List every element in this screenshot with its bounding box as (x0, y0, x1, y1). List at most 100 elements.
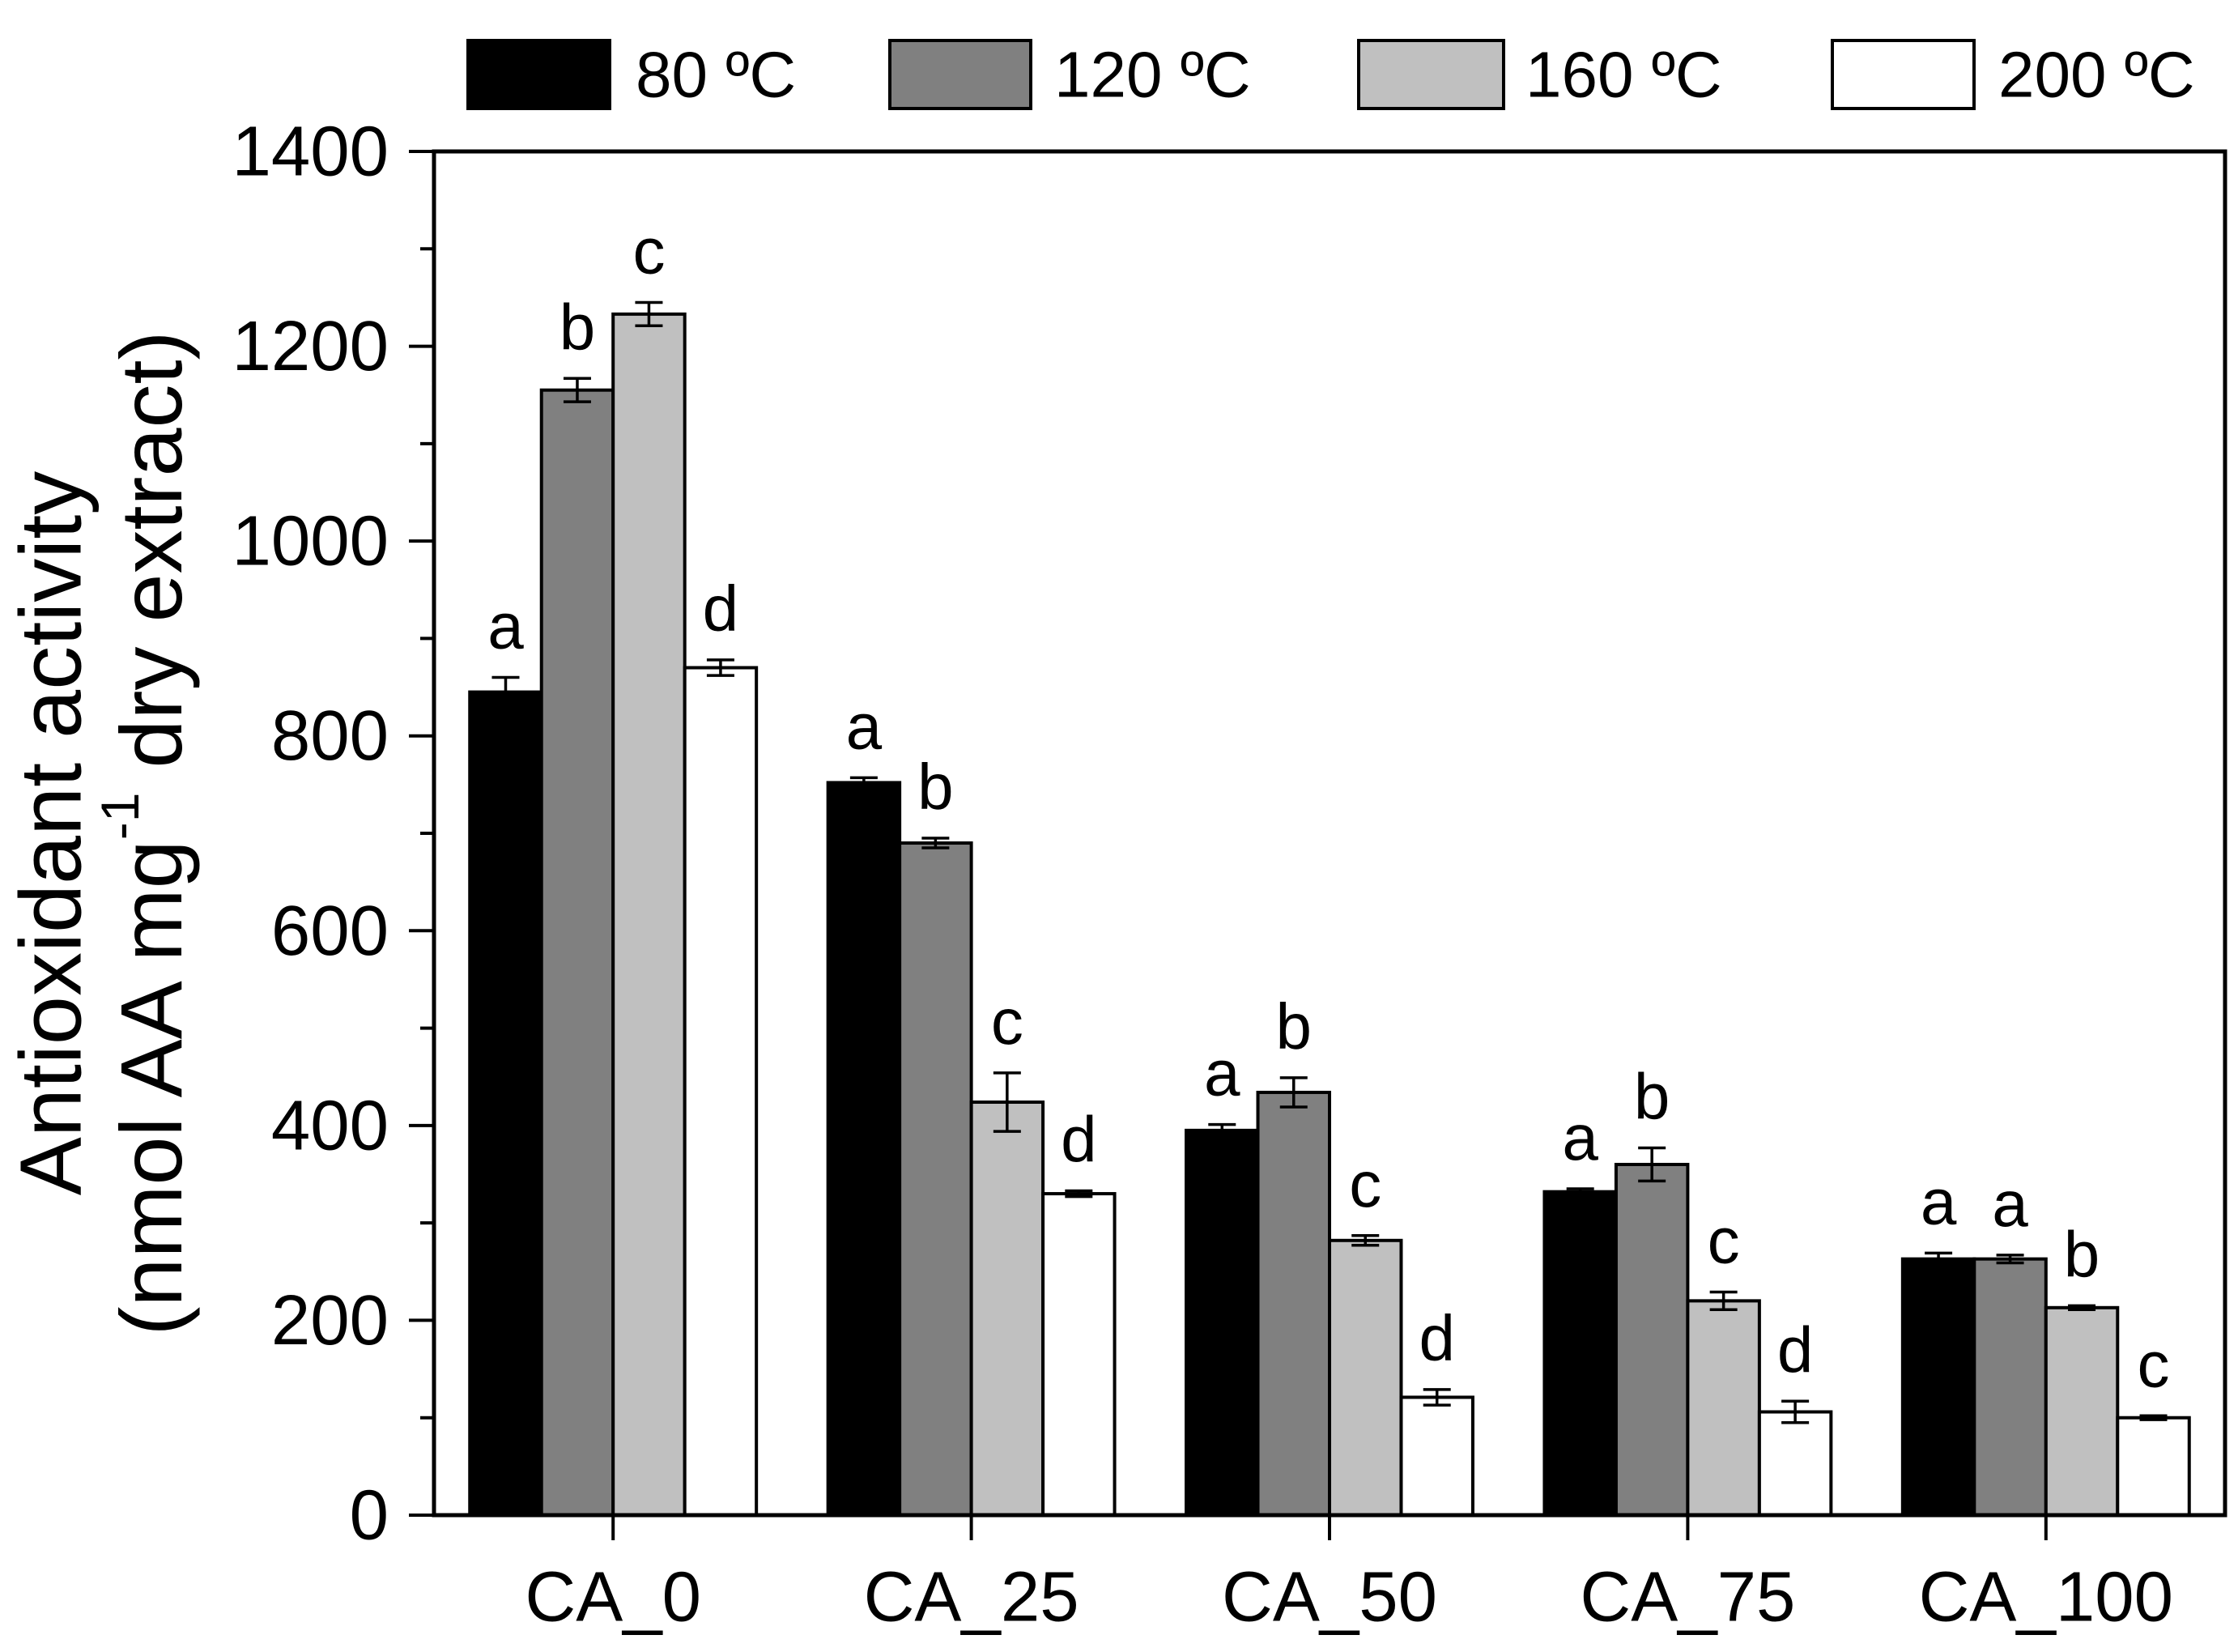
plot-axes: 0 200 400 600 800 1000 1200 1400 CA_0 CA_25 CA_50 C… (232, 113, 2227, 1637)
y-axis-title-line-1: Antioxidant activity (2, 471, 100, 1195)
bar-ca-75-200-c (1757, 1410, 1833, 1518)
significance-letter-ca-0-120-c: b (560, 291, 596, 363)
significance-letter-ca-25-200-c: d (1061, 1103, 1097, 1175)
error-bar-ca-25-200-c (1065, 1189, 1093, 1199)
error-bar-ca-0-120-c (563, 377, 591, 403)
x-tick-label-ca-75: CA_75 (1580, 1558, 1795, 1637)
error-bar-ca-25-80-c (849, 776, 878, 790)
x-tick-label-ca-0: CA_0 (525, 1558, 701, 1637)
significance-letter-ca-75-200-c: d (1777, 1314, 1814, 1386)
legend-swatch-120-c (888, 39, 1032, 110)
error-bar-ca-50-200-c (1423, 1388, 1451, 1407)
error-bar-ca-0-160-c (635, 300, 663, 328)
significance-letter-ca-75-80-c: a (1562, 1101, 1598, 1173)
y-axis-title-unit-superscript: -1 (90, 793, 150, 841)
significance-letter-ca-100-80-c: a (1921, 1165, 1957, 1237)
bar-ca-100-160-c (2044, 1305, 2120, 1517)
significance-letter-ca-25-160-c: c (991, 986, 1023, 1058)
error-bar-ca-25-160-c (993, 1071, 1021, 1133)
legend-label-160-c: 160 ºC (1525, 39, 1722, 111)
y-tick-label: 1200 (232, 307, 389, 385)
significance-letter-ca-25-80-c: a (846, 690, 883, 762)
significance-letter-ca-75-160-c: c (1708, 1205, 1740, 1277)
bar-ca-75-120-c (1614, 1162, 1690, 1517)
error-bar-ca-100-160-c (2068, 1304, 2096, 1311)
significance-letter-ca-75-120-c: b (1634, 1061, 1670, 1133)
y-tick-label: 400 (271, 1086, 389, 1164)
bar-group-ca-50: ab c d (1185, 990, 1474, 1518)
bar-ca-100-200-c (2116, 1416, 2191, 1517)
y-tick-label: 1000 (232, 502, 389, 581)
bar-ca-75-80-c (1542, 1190, 1618, 1518)
error-bar-ca-100-80-c (1925, 1251, 1953, 1267)
error-bar-ca-25-120-c (921, 837, 950, 849)
error-bar-ca-100-120-c (1996, 1254, 2024, 1265)
bar-ca-0-160-c (611, 312, 687, 1517)
error-bar-ca-75-80-c (1566, 1187, 1594, 1197)
y-tick-label: 0 (350, 1476, 389, 1555)
error-bar-ca-75-120-c (1638, 1146, 1666, 1183)
legend-label-80-c: 80 ºC (636, 39, 796, 111)
bar-ca-100-120-c (1972, 1257, 2048, 1517)
significance-letter-ca-50-160-c: c (1349, 1148, 1381, 1220)
x-tick-label-ca-50: CA_50 (1222, 1558, 1437, 1637)
y-axis-title-unit-prefix: (nmol AA mg (102, 840, 200, 1335)
significance-letter-ca-100-120-c: a (1992, 1168, 2028, 1240)
bar-ca-25-80-c (826, 781, 902, 1517)
significance-letter-ca-0-80-c: a (487, 590, 524, 662)
error-bar-ca-0-80-c (491, 675, 520, 709)
y-tick-label: 200 (271, 1281, 389, 1360)
legend-swatch-160-c (1357, 39, 1505, 110)
bar-ca-0-120-c (539, 388, 615, 1518)
bar-ca-25-120-c (898, 841, 973, 1517)
bar-group-ca-25: ab cd (826, 690, 1117, 1517)
x-tick-label-ca-100: CA_100 (1919, 1558, 2173, 1637)
bar-ca-50-80-c (1185, 1128, 1260, 1518)
error-bar-ca-75-160-c (1709, 1290, 1738, 1311)
legend-entry-160-c: 160 ºC (1357, 39, 1722, 111)
error-bar-ca-0-200-c (706, 658, 734, 677)
legend-entry-120-c: 120 ºC (888, 39, 1251, 111)
legend-entry-200-c: 200 ºC (1831, 39, 2195, 111)
significance-letter-ca-25-120-c: b (917, 751, 954, 823)
legend-label-120-c: 120 ºC (1054, 39, 1251, 111)
significance-letter-ca-100-160-c: b (2064, 1218, 2100, 1290)
bar-group-ca-0: a bc d (468, 215, 759, 1518)
error-bar-ca-50-160-c (1351, 1234, 1380, 1247)
y-tick-label: 1400 (232, 113, 389, 191)
error-bar-ca-75-200-c (1781, 1399, 1810, 1424)
y-axis-title-unit-suffix: dry extract) (102, 330, 200, 792)
legend-swatch-80-c (466, 39, 611, 110)
bar-ca-50-160-c (1328, 1238, 1403, 1518)
significance-letter-ca-50-80-c: a (1204, 1037, 1240, 1109)
bar-group-ca-100: a abc (1900, 1165, 2191, 1517)
bar-ca-100-80-c (1900, 1257, 1976, 1517)
legend: 80 ºC 120 ºC 160 ºC 200 ºC (466, 39, 2195, 111)
bar-ca-50-120-c (1256, 1090, 1332, 1517)
bar-ca-0-80-c (468, 690, 543, 1517)
significance-letter-ca-0-200-c: d (703, 573, 739, 645)
legend-label-200-c: 200 ºC (1998, 39, 2195, 111)
legend-swatch-200-c (1831, 39, 1976, 110)
significance-letter-ca-0-160-c: c (632, 215, 665, 287)
significance-letter-ca-50-120-c: b (1276, 990, 1313, 1062)
y-axis-title-line-2: (nmol AA mg-1 dry extract) (90, 330, 200, 1335)
legend-entry-80-c: 80 ºC (466, 39, 796, 111)
error-bar-ca-100-200-c (2139, 1414, 2168, 1421)
x-tick-label-ca-25: CA_25 (864, 1558, 1079, 1637)
error-bar-ca-50-80-c (1208, 1122, 1236, 1138)
significance-letter-ca-50-200-c: d (1419, 1302, 1455, 1374)
bar-ca-75-160-c (1686, 1299, 1761, 1518)
significance-letter-ca-100-200-c: c (2138, 1328, 2170, 1400)
bar-ca-0-200-c (683, 666, 759, 1517)
error-bar-ca-50-120-c (1279, 1076, 1308, 1109)
y-tick-label: 600 (271, 892, 389, 970)
y-axis-title: Antioxidant activity (nmol AA mg-1 dry e… (2, 330, 200, 1335)
y-tick-label: 800 (271, 696, 389, 775)
bar-ca-25-200-c (1041, 1192, 1117, 1517)
bar-ca-25-160-c (969, 1100, 1045, 1517)
bar-ca-50-200-c (1399, 1395, 1474, 1518)
